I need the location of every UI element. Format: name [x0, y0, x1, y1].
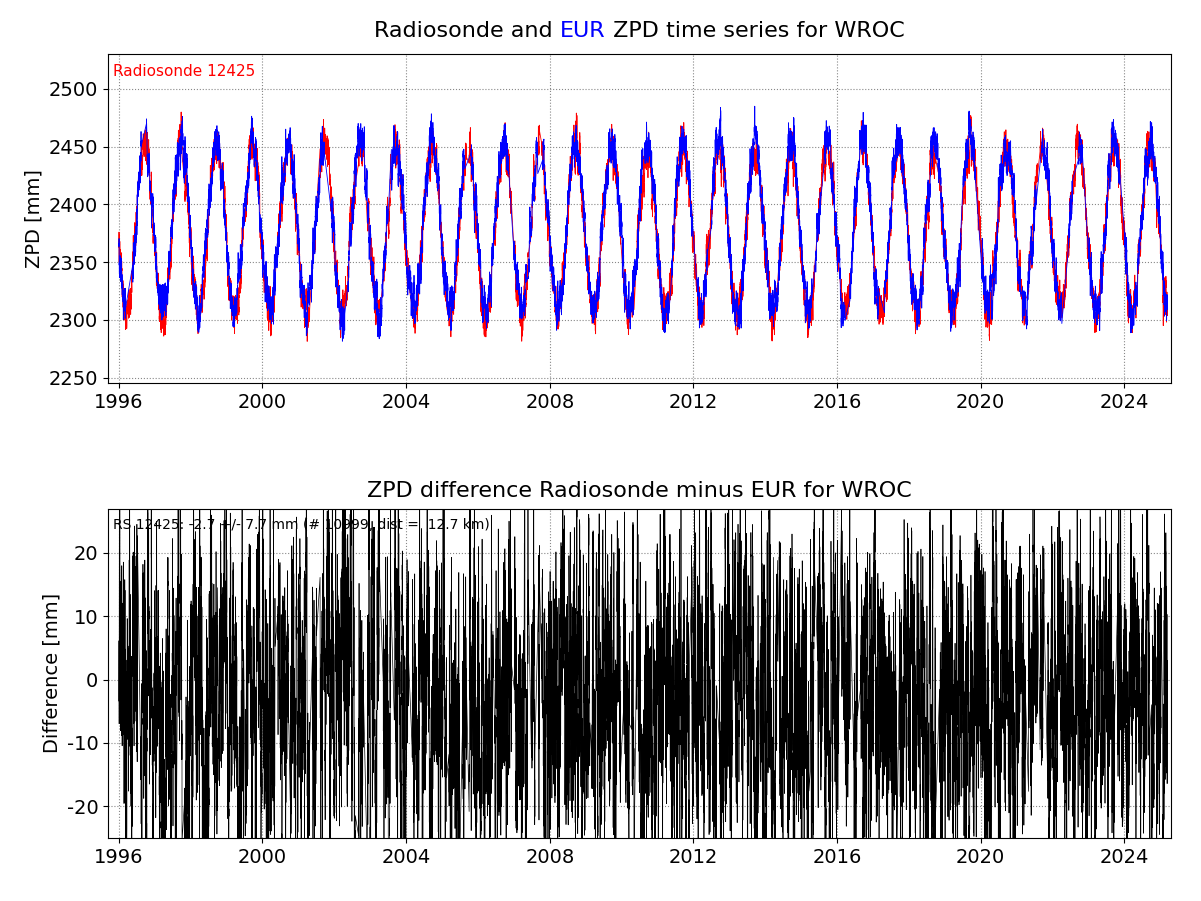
Title: ZPD difference Radiosonde minus EUR for WROC: ZPD difference Radiosonde minus EUR for …	[368, 481, 912, 502]
Text: EUR: EUR	[560, 21, 605, 41]
Text: ZPD time series for WROC: ZPD time series for WROC	[605, 21, 904, 41]
Text: Radiosonde and: Radiosonde and	[375, 21, 560, 41]
Y-axis label: Difference [mm]: Difference [mm]	[42, 593, 61, 753]
Text: RS 12425: -2.7 +/- 7.7 mm (# 10999, dist =  12.7 km): RS 12425: -2.7 +/- 7.7 mm (# 10999, dist…	[113, 518, 490, 532]
Text: Radiosonde 12425: Radiosonde 12425	[113, 64, 256, 79]
Y-axis label: ZPD [mm]: ZPD [mm]	[24, 169, 43, 268]
